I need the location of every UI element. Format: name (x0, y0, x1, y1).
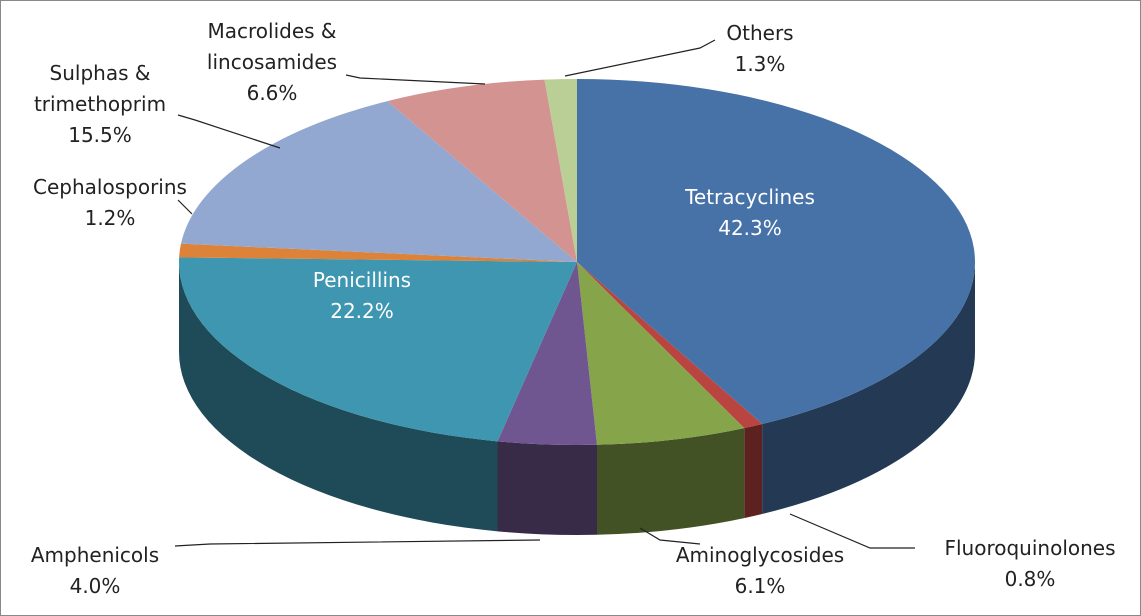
value-label: 15.5% (68, 123, 132, 147)
slice (497, 262, 597, 445)
category-label: Fluoroquinolones (944, 536, 1116, 560)
value-label: 22.2% (330, 299, 394, 323)
slice-side (179, 262, 498, 532)
category-label: Others (726, 21, 794, 45)
category-label: Amphenicols (30, 543, 160, 567)
slice-label: Tetracyclines 42.3% (650, 182, 850, 244)
slice-label: Sulphas & trimethoprim 15.5% (18, 58, 183, 151)
slice-side (497, 441, 597, 535)
slice-label: Penicillins 22.2% (262, 265, 462, 327)
slice-label: Fluoroquinolones 0.8% (910, 533, 1141, 595)
value-label: 0.8% (1004, 567, 1056, 591)
leader-line (177, 114, 281, 149)
leader-line (639, 527, 701, 545)
leader-line (177, 199, 193, 215)
slice-label: Macrolides & lincosamides 6.6% (185, 16, 360, 109)
slice (577, 79, 976, 424)
slice (577, 262, 763, 429)
category-label: Tetracyclines (685, 185, 815, 209)
slice (179, 243, 578, 262)
value-label: 6.6% (246, 81, 298, 105)
leader-line (345, 74, 486, 85)
leader-line (174, 539, 541, 547)
slice (544, 79, 577, 262)
leader-line (564, 39, 716, 77)
slice (387, 79, 577, 262)
value-label: 1.2% (84, 206, 136, 230)
slice (577, 262, 745, 445)
category-label: Penicillins (312, 268, 412, 292)
category-label: Sulphas & trimethoprim (33, 61, 167, 116)
value-label: 4.0% (69, 574, 121, 598)
slice-side (596, 428, 745, 535)
slice-side (762, 262, 975, 514)
slice (179, 257, 577, 442)
category-label: Macrolides & lincosamides (206, 19, 338, 74)
category-label: Cephalosporins (33, 175, 187, 199)
slice (181, 101, 577, 262)
slice-label: Aminoglycosides 6.1% (650, 540, 870, 602)
slice-label: Amphenicols 4.0% (0, 540, 195, 602)
category-label: Aminoglycosides (675, 543, 845, 567)
value-label: 6.1% (734, 574, 786, 598)
slice-side (744, 423, 763, 519)
value-label: 1.3% (734, 52, 786, 76)
value-label: 42.3% (718, 216, 782, 240)
slice-label: Cephalosporins 1.2% (10, 172, 210, 234)
slice-label: Others 1.3% (660, 18, 860, 80)
leader-line (789, 513, 915, 549)
